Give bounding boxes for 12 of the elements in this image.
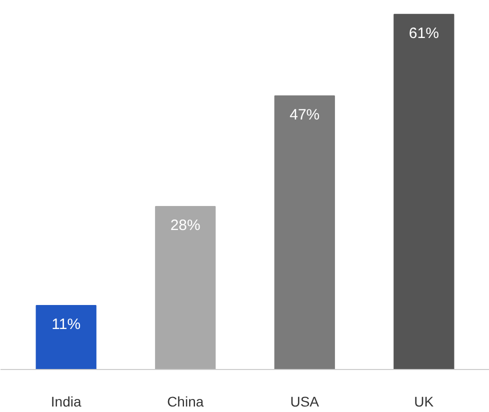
x-tick-label: China <box>167 394 204 410</box>
data-label: 61% <box>408 25 439 42</box>
x-tick-label: USA <box>290 394 320 410</box>
data-label: 28% <box>170 217 200 234</box>
bar <box>155 206 216 370</box>
data-label: 47% <box>290 106 320 124</box>
data-label: 11% <box>52 316 81 334</box>
x-tick-label: UK <box>414 394 434 410</box>
bar <box>274 95 335 370</box>
x-tick-label: India <box>50 394 82 410</box>
bar <box>36 304 96 370</box>
bar <box>394 14 454 370</box>
